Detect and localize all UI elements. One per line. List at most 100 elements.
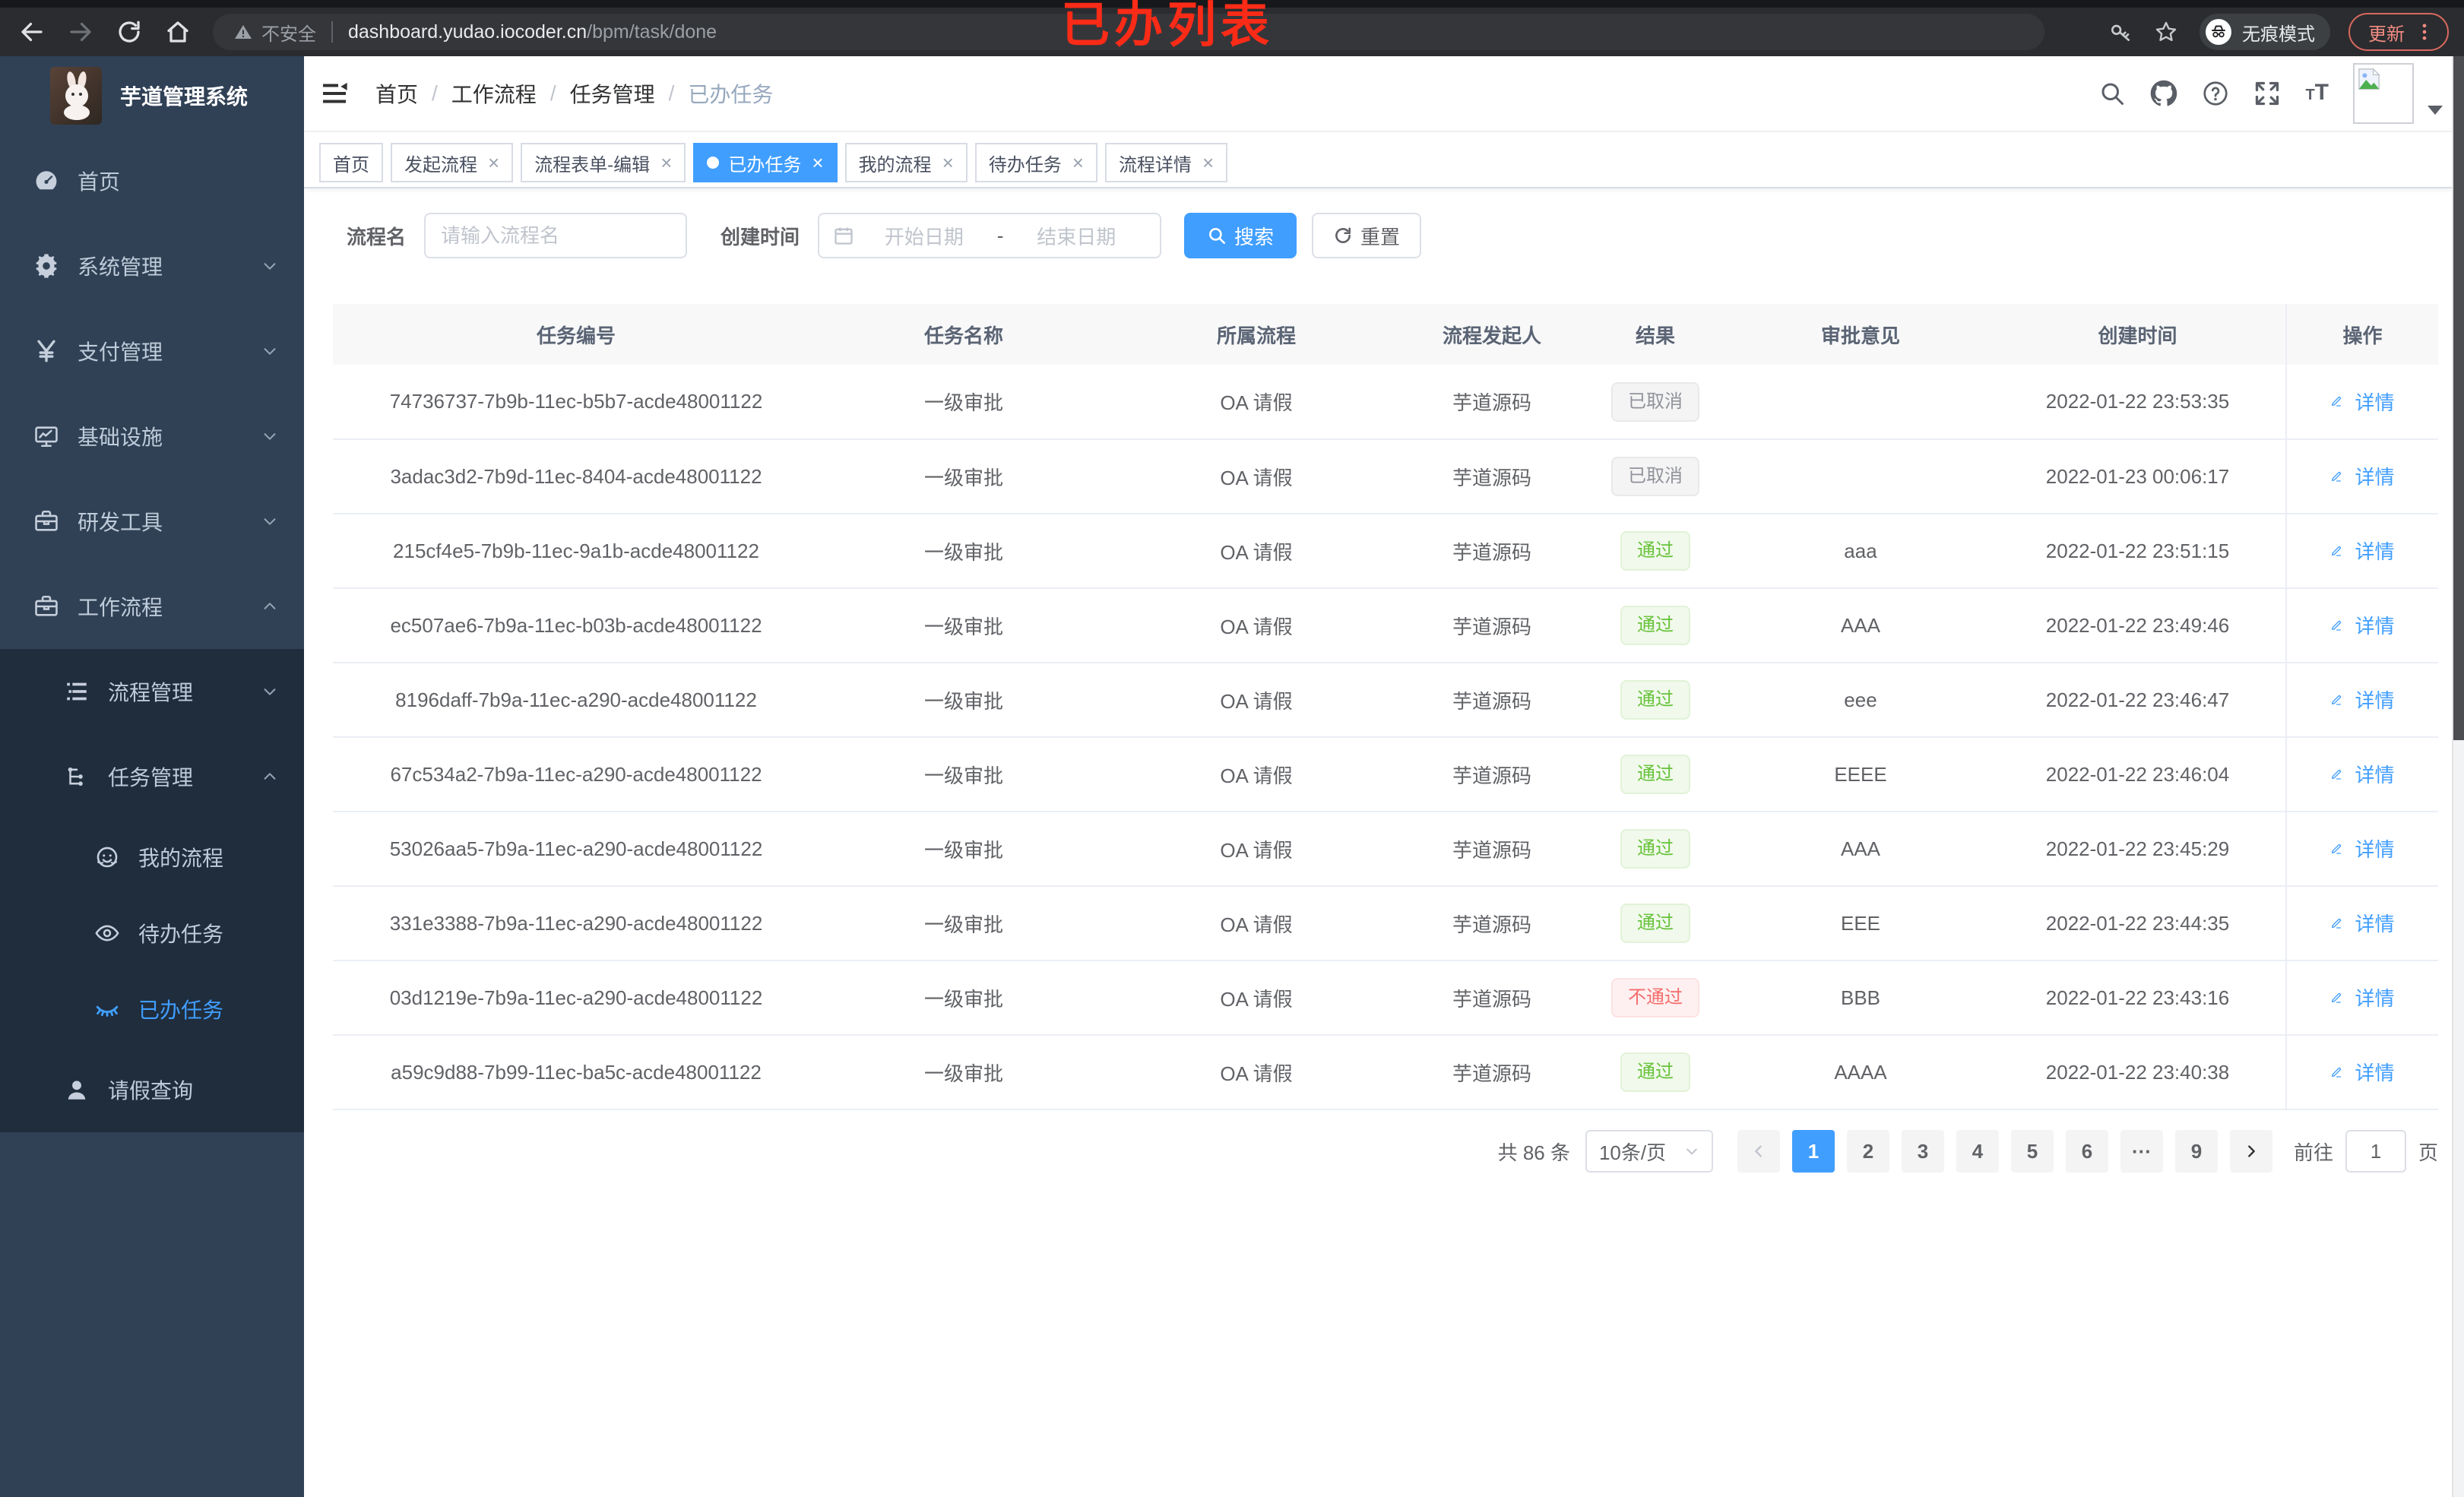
page-size-select[interactable]: 10条/页 — [1585, 1130, 1713, 1173]
breadcrumb-item[interactable]: 任务管理 — [569, 83, 655, 106]
back-icon[interactable] — [18, 18, 46, 46]
tab-process-detail[interactable]: 流程详情 × — [1104, 143, 1228, 182]
cell-action: 详情 — [2285, 886, 2438, 961]
tab-done-tasks[interactable]: 已办任务 × — [693, 143, 838, 182]
end-date-placeholder[interactable]: 结束日期 — [1037, 225, 1116, 248]
breadcrumb-item[interactable]: 首页 — [375, 83, 419, 106]
scrollbar-thumb[interactable] — [2453, 56, 2464, 740]
reset-button[interactable]: 重置 — [1312, 213, 1422, 258]
page-button-4[interactable]: 4 — [1956, 1130, 1999, 1173]
cell-id: 3adac3d2-7b9d-11ec-8404-acde48001122 — [333, 439, 819, 514]
search-button[interactable]: 搜索 — [1184, 213, 1297, 258]
list-tree-icon — [64, 679, 90, 704]
page-button-9[interactable]: 9 — [2174, 1130, 2218, 1173]
bookmark-star-icon[interactable] — [2154, 20, 2178, 44]
cell-result: 通过 — [1579, 737, 1731, 812]
page-button-2[interactable]: 2 — [1846, 1130, 1889, 1173]
table-row: 331e3388-7b9a-11ec-a290-acde48001122 一级审批… — [333, 886, 2438, 961]
create-time-label: 创建时间 — [721, 225, 800, 248]
status-badge: 通过 — [1620, 904, 1690, 943]
top-navbar: 首页 / 工作流程 / 任务管理 / 已办任务 TT — [304, 56, 2464, 132]
sidebar-item-todo-tasks[interactable]: 待办任务 — [0, 895, 304, 971]
browser-menu-icon[interactable] — [2414, 21, 2435, 43]
detail-link[interactable]: 详情 — [2330, 1058, 2395, 1086]
sidebar-item-home[interactable]: 首页 — [0, 138, 304, 223]
sidebar-item-label: 系统管理 — [78, 255, 163, 279]
sidebar-item-task-management[interactable]: 任务管理 — [0, 734, 304, 819]
next-page-button[interactable] — [2229, 1130, 2272, 1173]
detail-label: 详情 — [2355, 913, 2395, 936]
tab-form-edit[interactable]: 流程表单-编辑 × — [521, 143, 686, 182]
detail-link[interactable]: 详情 — [2330, 611, 2395, 639]
pen-icon — [2330, 1063, 2348, 1081]
cell-result: 已取消 — [1579, 439, 1731, 514]
page-ellipsis-button[interactable]: ··· — [2120, 1130, 2163, 1173]
detail-link[interactable]: 详情 — [2330, 760, 2395, 788]
cell-create-time: 2022-01-22 23:40:38 — [1990, 1035, 2286, 1110]
tab-home[interactable]: 首页 — [319, 143, 383, 182]
sidebar-item-infrastructure[interactable]: 基础设施 — [0, 394, 304, 479]
page-button-5[interactable]: 5 — [2010, 1130, 2054, 1173]
page-button-1[interactable]: 1 — [1791, 1130, 1835, 1173]
close-icon[interactable]: × — [942, 151, 954, 174]
cell-id: 53026aa5-7b9a-11ec-a290-acde48001122 — [333, 812, 819, 887]
page-button-6[interactable]: 6 — [2065, 1130, 2108, 1173]
sidebar-item-dev-tools[interactable]: 研发工具 — [0, 479, 304, 564]
detail-link[interactable]: 详情 — [2330, 983, 2395, 1011]
sidebar-item-done-tasks[interactable]: 已办任务 — [0, 971, 304, 1047]
close-icon[interactable]: × — [1202, 151, 1215, 174]
table-header: 任务编号 任务名称 所属流程 流程发起人 结果 审批意见 创建时间 操作 — [333, 304, 2438, 365]
sidebar-item-my-process[interactable]: 我的流程 — [0, 819, 304, 895]
detail-link[interactable]: 详情 — [2330, 685, 2395, 714]
home-icon[interactable] — [164, 18, 192, 46]
tab-start-process[interactable]: 发起流程 × — [391, 143, 514, 182]
process-name-input[interactable] — [441, 223, 671, 248]
cell-id: 74736737-7b9b-11ec-b5b7-acde48001122 — [333, 365, 819, 440]
sidebar-item-label: 请假查询 — [108, 1079, 194, 1103]
sidebar-item-process-management[interactable]: 流程管理 — [0, 649, 304, 734]
detail-link[interactable]: 详情 — [2330, 834, 2395, 862]
key-icon[interactable] — [2108, 20, 2133, 44]
sidebar-item-leave-query[interactable]: 请假查询 — [0, 1047, 304, 1132]
reload-icon[interactable] — [116, 18, 143, 46]
status-badge: 通过 — [1620, 1052, 1690, 1092]
github-icon[interactable] — [2150, 80, 2177, 107]
page-button-3[interactable]: 3 — [1901, 1130, 1944, 1173]
close-icon[interactable]: × — [1072, 151, 1084, 174]
breadcrumb-item[interactable]: 工作流程 — [451, 83, 537, 106]
page-scrollbar[interactable] — [2452, 56, 2464, 1497]
search-icon[interactable] — [2098, 80, 2126, 107]
active-tab-dot — [707, 157, 720, 169]
detail-label: 详情 — [2355, 466, 2395, 489]
prev-page-button[interactable] — [1737, 1130, 1780, 1173]
avatar-caret-icon[interactable] — [2428, 106, 2443, 115]
close-icon[interactable]: × — [660, 151, 673, 174]
start-date-placeholder[interactable]: 开始日期 — [884, 225, 964, 248]
cell-result: 通过 — [1579, 663, 1731, 738]
font-size-icon[interactable]: TT — [2305, 79, 2329, 105]
cell-opinion: AAA — [1731, 588, 1990, 663]
detail-link[interactable]: 详情 — [2330, 388, 2395, 416]
address-bar[interactable]: 不安全 dashboard.yudao.iocoder.cn/bpm/task/… — [213, 14, 2044, 50]
close-icon[interactable]: × — [812, 151, 824, 174]
detail-link[interactable]: 详情 — [2330, 462, 2395, 490]
create-time-range-input[interactable]: 开始日期 - 结束日期 — [818, 213, 1162, 258]
update-button[interactable]: 更新 — [2348, 13, 2449, 51]
close-icon[interactable]: × — [488, 151, 500, 174]
sidebar-item-payment-management[interactable]: 支付管理 — [0, 309, 304, 394]
fullscreen-icon[interactable] — [2253, 80, 2281, 107]
tab-my-process[interactable]: 我的流程 × — [844, 143, 968, 182]
sidebar-item-system-management[interactable]: 系统管理 — [0, 223, 304, 309]
sidebar-fold-icon[interactable] — [319, 78, 350, 109]
breadcrumb: 首页 / 工作流程 / 任务管理 / 已办任务 — [375, 78, 773, 109]
sidebar-item-workflow[interactable]: 工作流程 — [0, 564, 304, 649]
avatar[interactable] — [2353, 63, 2414, 124]
tab-todo-tasks[interactable]: 待办任务 × — [974, 143, 1097, 182]
detail-link[interactable]: 详情 — [2330, 909, 2395, 937]
goto-page-input[interactable] — [2345, 1130, 2406, 1173]
cell-create-time: 2022-01-22 23:46:04 — [1990, 737, 2286, 812]
forward-icon[interactable] — [67, 18, 94, 46]
detail-link[interactable]: 详情 — [2330, 536, 2395, 565]
help-icon[interactable] — [2202, 80, 2229, 107]
app-title: 芋道管理系统 — [120, 85, 249, 109]
